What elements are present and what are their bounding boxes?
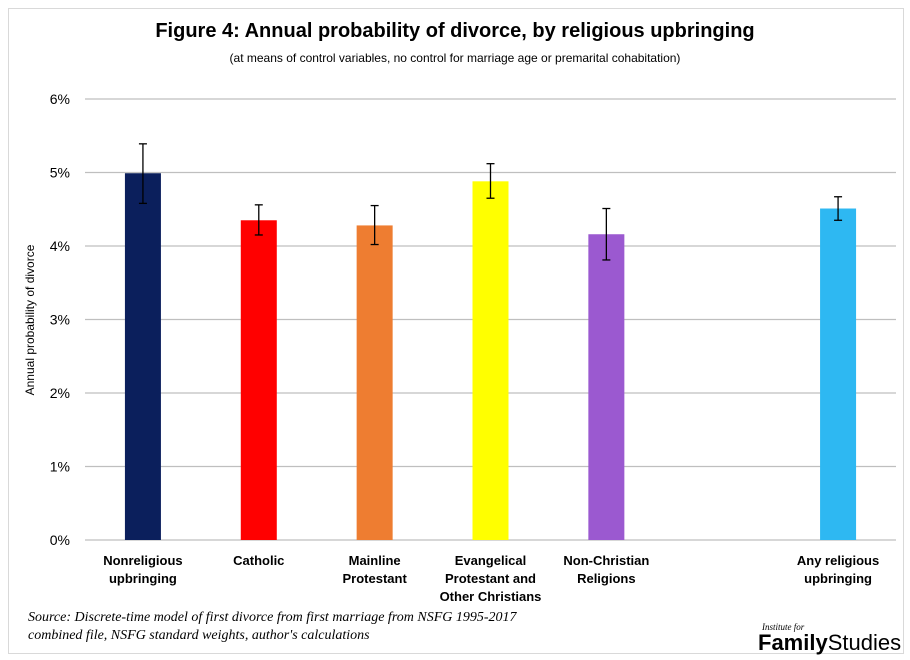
category-label: Nonreligious upbringing	[103, 553, 183, 586]
source-line-1: Source: Discrete-time model of first div…	[28, 610, 517, 625]
logo-bold-text: Family	[758, 630, 828, 655]
logo-small-text: Institute for	[762, 622, 805, 632]
bar	[124, 173, 161, 541]
y-tick-label: 6%	[50, 91, 70, 107]
y-tick-label: 0%	[50, 532, 70, 548]
y-tick-label: 2%	[50, 385, 70, 401]
logo-light-text: Studies	[827, 630, 902, 655]
y-tick-label: 4%	[50, 238, 70, 254]
bar	[240, 220, 277, 540]
source-note: Source: Discrete-time model of first div…	[28, 609, 517, 645]
bar	[472, 181, 509, 540]
category-label: Catholic	[233, 553, 285, 568]
category-label: Non-Christian Religions	[563, 553, 650, 586]
bar	[356, 225, 393, 541]
bar	[588, 234, 625, 541]
ifs-logo: Institute for FamilyStudies	[758, 622, 901, 654]
source-line-2: combined file, NSFG standard weights, au…	[28, 628, 370, 643]
category-label: Mainline Protestant	[342, 553, 407, 586]
y-tick-label: 1%	[50, 459, 70, 475]
chart-frame	[8, 8, 904, 654]
chart-subtitle: (at means of control variables, no contr…	[229, 51, 681, 65]
y-tick-label: 5%	[50, 165, 70, 181]
bar	[820, 208, 857, 540]
category-label: Any religious upbringing	[796, 553, 880, 586]
chart-title: Figure 4: Annual probability of divorce,…	[155, 20, 755, 42]
y-tick-label: 3%	[50, 312, 70, 328]
logo-main-text: FamilyStudies	[758, 632, 901, 654]
category-label: Evangelical Protestant and Other Christi…	[439, 553, 542, 604]
